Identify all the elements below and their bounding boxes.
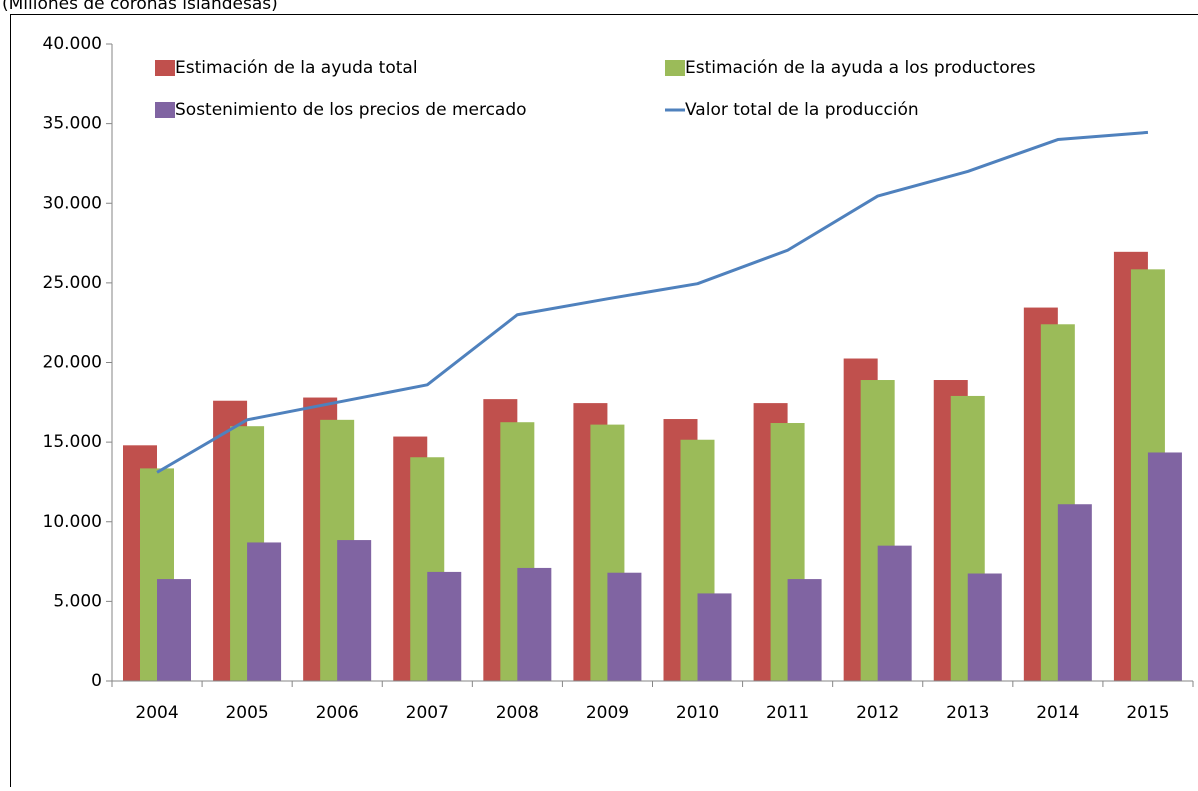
bar [698, 593, 732, 681]
legend-swatch [665, 60, 685, 76]
bar [1058, 504, 1092, 681]
x-tick-label: 2013 [946, 703, 989, 723]
legend-label: Valor total de la producción [685, 100, 919, 120]
legend-label: Estimación de la ayuda total [175, 58, 418, 78]
y-tick-label: 0 [91, 671, 102, 691]
legend-label: Estimación de la ayuda a los productores [685, 58, 1036, 78]
bar [337, 540, 371, 681]
x-tick-label: 2005 [225, 703, 268, 723]
y-tick-label: 15.000 [43, 432, 102, 452]
x-tick-label: 2004 [135, 703, 178, 723]
x-tick-label: 2009 [586, 703, 629, 723]
x-tick-label: 2010 [676, 703, 719, 723]
y-tick-label: 5.000 [53, 591, 102, 611]
bar [878, 546, 912, 681]
bar [607, 573, 641, 681]
x-tick-label: 2006 [316, 703, 359, 723]
bar [517, 568, 551, 681]
bar [427, 572, 461, 681]
y-tick-label: 30.000 [43, 193, 102, 213]
x-tick-label: 2012 [856, 703, 899, 723]
x-tick-label: 2014 [1036, 703, 1079, 723]
x-tick-label: 2008 [496, 703, 539, 723]
y-tick-label: 10.000 [43, 512, 102, 532]
bar [157, 579, 191, 681]
bar [1148, 452, 1182, 681]
legend-label: Sostenimiento de los precios de mercado [175, 100, 527, 120]
x-tick-label: 2015 [1126, 703, 1169, 723]
y-tick-label: 25.000 [43, 273, 102, 293]
y-tick-label: 35.000 [43, 114, 102, 134]
bar [968, 574, 1002, 681]
bar [788, 579, 822, 681]
chart-subtitle: (Millones de coronas islandesas) [2, 0, 278, 14]
x-tick-label: 2007 [406, 703, 449, 723]
legend-swatch [155, 60, 175, 76]
legend-swatch [155, 102, 175, 118]
bar [247, 542, 281, 681]
y-tick-label: 40.000 [43, 34, 102, 54]
x-tick-label: 2011 [766, 703, 809, 723]
y-tick-label: 20.000 [43, 353, 102, 373]
